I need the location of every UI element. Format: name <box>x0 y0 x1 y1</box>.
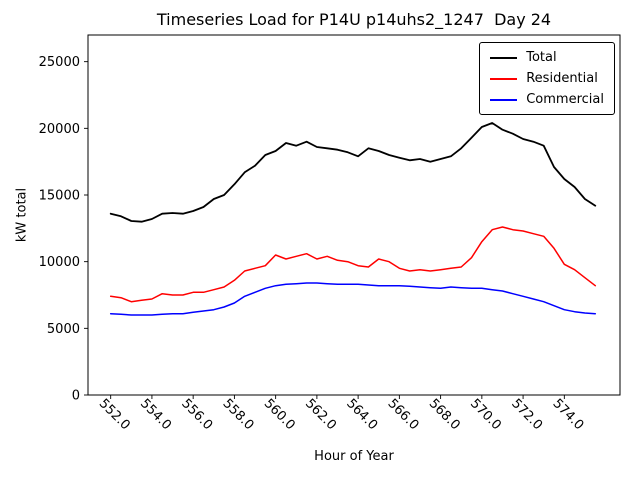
y-tick-label: 0 <box>72 389 80 404</box>
x-tick-label: 556.0 <box>178 396 215 433</box>
x-tick-label: 560.0 <box>261 396 298 433</box>
series-commercial-line <box>109 282 597 316</box>
y-tick-label: 20000 <box>39 122 80 137</box>
x-tick-label: 568.0 <box>426 396 463 433</box>
x-tick-label: 564.0 <box>343 396 380 433</box>
legend-line-commercial <box>490 98 518 101</box>
legend-label-total: Total <box>526 50 557 65</box>
x-axis-label: Hour of Year <box>314 449 394 464</box>
series-residential-line <box>109 226 597 303</box>
x-tick-label: 572.0 <box>508 396 545 433</box>
series-total-line <box>109 122 597 223</box>
legend-entry-residential: Residential <box>490 71 604 86</box>
legend-entry-commercial: Commercial <box>490 92 604 107</box>
y-tick-label: 10000 <box>39 255 80 270</box>
legend-line-total <box>490 56 518 59</box>
y-tick-label: 5000 <box>47 322 80 337</box>
x-tick-label: 552.0 <box>96 396 133 433</box>
y-tick-label: 15000 <box>39 189 80 204</box>
legend-line-residential <box>490 77 518 80</box>
legend-label-commercial: Commercial <box>526 92 604 107</box>
chart-title: Timeseries Load for P14U p14uhs2_1247 Da… <box>156 10 552 29</box>
x-tick-label: 558.0 <box>220 396 257 433</box>
legend-entry-total: Total <box>490 50 604 65</box>
x-tick-label: 570.0 <box>467 396 504 433</box>
axes-frame <box>87 34 621 396</box>
y-tick-label: 25000 <box>39 55 80 70</box>
legend: Total Residential Commercial <box>479 42 615 115</box>
legend-label-residential: Residential <box>526 71 598 86</box>
y-axis-label: kW total <box>14 187 30 243</box>
x-tick-label: 566.0 <box>385 396 422 433</box>
x-tick-label: 562.0 <box>302 396 339 433</box>
x-tick-label: 574.0 <box>549 396 586 433</box>
x-tick-label: 554.0 <box>137 396 174 433</box>
